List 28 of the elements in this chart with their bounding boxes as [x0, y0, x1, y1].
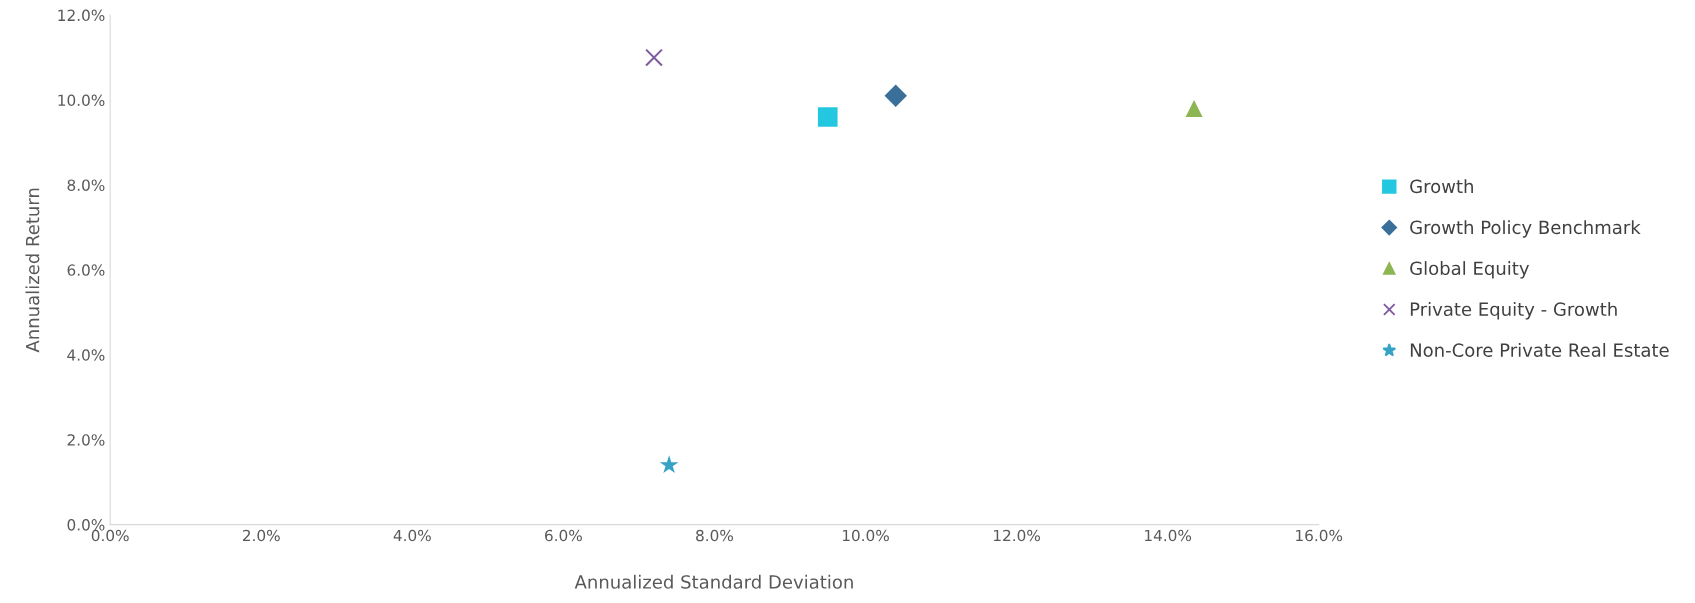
point [659, 455, 679, 474]
x-tick-label: 8.0% [696, 529, 734, 542]
x-tick-label: 2.0% [242, 529, 280, 542]
x-axis-title: Annualized Standard Deviation [574, 574, 853, 589]
y-tick-label: 12.0% [58, 9, 105, 22]
point [645, 48, 663, 67]
y-axis-title: Annualized Return [25, 188, 40, 353]
x-tick-label: 0.0% [91, 529, 129, 542]
point [1185, 99, 1203, 117]
point [884, 84, 907, 107]
legend-label: Private Equity - Growth [1410, 302, 1617, 320]
y-tick-label: 0.0% [67, 519, 105, 531]
x-tick-label: 4.0% [393, 529, 431, 542]
x-tick-label: 12.0% [993, 529, 1040, 542]
x-tick-label: 16.0% [1296, 529, 1343, 542]
y-tick-label: 6.0% [67, 264, 105, 276]
point [817, 107, 838, 127]
y-tick-label: 2.0% [67, 434, 105, 446]
x-tick-label: 6.0% [545, 529, 582, 542]
x-tick-label: 14.0% [1145, 529, 1192, 542]
legend-label: Global Equity [1410, 261, 1530, 279]
y-tick-label: 10.0% [58, 94, 105, 107]
legend-label: Growth Policy Benchmark [1410, 220, 1641, 238]
legend-label: Growth [1410, 179, 1473, 194]
legend-label: Non-Core Private Real Estate [1410, 343, 1669, 357]
y-tick-label: 4.0% [67, 349, 105, 361]
y-tick-label: 8.0% [67, 179, 105, 191]
x-tick-label: 10.0% [842, 529, 889, 542]
